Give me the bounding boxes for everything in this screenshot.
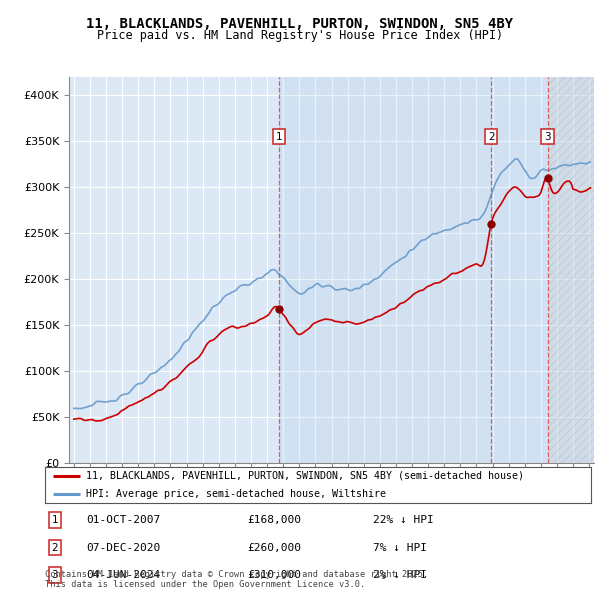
Bar [279,77,594,463]
Text: 3: 3 [544,132,551,142]
Text: 11, BLACKLANDS, PAVENHILL, PURTON, SWINDON, SN5 4BY (semi-detached house): 11, BLACKLANDS, PAVENHILL, PURTON, SWIND… [86,471,524,481]
Text: £310,000: £310,000 [247,570,301,580]
Text: £260,000: £260,000 [247,543,301,552]
Text: 1: 1 [52,515,58,525]
Text: 07-DEC-2020: 07-DEC-2020 [86,543,160,552]
Text: £168,000: £168,000 [247,515,301,525]
Text: 3: 3 [52,570,58,580]
Text: Contains HM Land Registry data © Crown copyright and database right 2025.
This d: Contains HM Land Registry data © Crown c… [45,570,428,589]
Text: 01-OCT-2007: 01-OCT-2007 [86,515,160,525]
Bar [549,77,600,463]
Text: 04-JUN-2024: 04-JUN-2024 [86,570,160,580]
Text: HPI: Average price, semi-detached house, Wiltshire: HPI: Average price, semi-detached house,… [86,489,386,499]
Text: 7% ↓ HPI: 7% ↓ HPI [373,543,427,552]
Text: 2: 2 [488,132,494,142]
Text: 22% ↓ HPI: 22% ↓ HPI [373,515,433,525]
Text: Price paid vs. HM Land Registry's House Price Index (HPI): Price paid vs. HM Land Registry's House … [97,29,503,42]
Text: 2% ↓ HPI: 2% ↓ HPI [373,570,427,580]
Text: 11, BLACKLANDS, PAVENHILL, PURTON, SWINDON, SN5 4BY: 11, BLACKLANDS, PAVENHILL, PURTON, SWIND… [86,17,514,31]
Text: 2: 2 [52,543,58,552]
Text: 1: 1 [276,132,283,142]
